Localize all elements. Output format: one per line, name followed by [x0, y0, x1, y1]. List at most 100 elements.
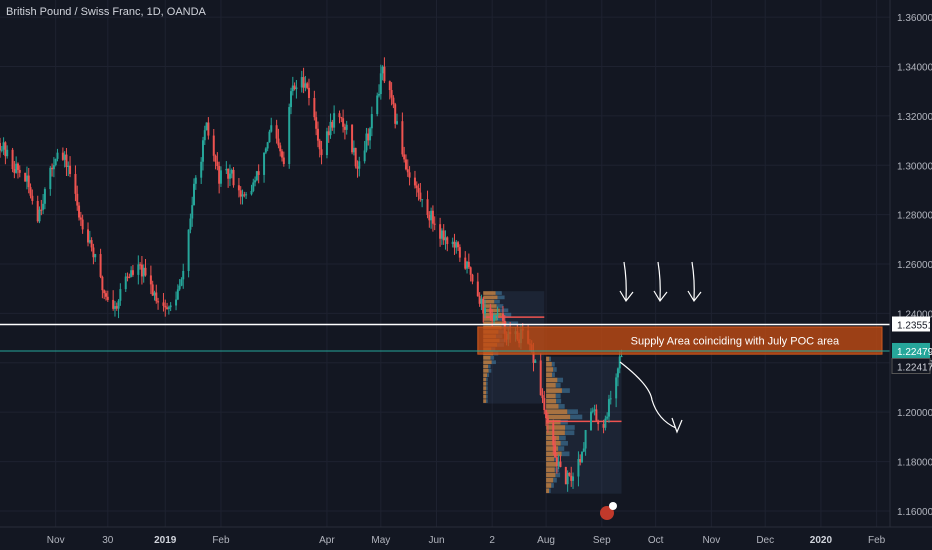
candle — [378, 94, 381, 96]
candle — [369, 128, 372, 141]
x-tick-label: 2019 — [154, 535, 177, 546]
candle — [478, 296, 481, 304]
candle — [164, 305, 167, 308]
x-tick-label: Jun — [428, 535, 444, 546]
volume-bar — [546, 477, 554, 483]
candle — [180, 279, 183, 286]
candle — [255, 171, 258, 181]
candle — [597, 420, 600, 425]
candle — [175, 299, 178, 306]
candle — [4, 142, 7, 157]
volume-bar — [555, 472, 561, 478]
volume-bar — [486, 377, 488, 382]
volume-bar — [561, 388, 570, 393]
volume-bar — [567, 409, 578, 415]
volume-bar — [483, 308, 500, 313]
candle — [620, 356, 623, 358]
candle — [15, 163, 18, 173]
y-tick-label: 1.24000 — [897, 309, 932, 320]
candle — [237, 185, 240, 191]
candle — [268, 131, 271, 143]
price-label-bg — [892, 342, 930, 358]
candle — [354, 147, 357, 167]
y-tick-label: 1.34000 — [897, 62, 932, 73]
candle — [295, 87, 298, 90]
candle — [340, 117, 343, 119]
candle — [315, 117, 318, 129]
candle — [277, 138, 280, 146]
candle — [56, 152, 59, 159]
candle — [169, 305, 172, 308]
candle — [564, 467, 567, 485]
candle — [54, 158, 57, 166]
volume-bar — [546, 446, 559, 451]
candle — [69, 165, 72, 174]
candle — [266, 142, 269, 149]
candle — [607, 399, 610, 417]
candle — [313, 97, 316, 118]
volume-bar — [483, 364, 489, 369]
volume-bar — [555, 382, 561, 388]
candle — [239, 190, 242, 197]
time-axis-bg — [0, 527, 932, 550]
volume-bar — [546, 472, 556, 478]
candle — [166, 307, 169, 309]
candle — [383, 66, 386, 82]
candle — [94, 254, 97, 258]
volume-bar — [555, 393, 561, 399]
candle — [88, 240, 91, 243]
volume-bar — [488, 368, 492, 373]
candle — [214, 155, 217, 162]
candle — [555, 457, 558, 466]
volume-bar — [546, 425, 566, 430]
candle — [329, 121, 332, 136]
volume-bar — [546, 462, 557, 467]
volume-bar — [506, 321, 519, 326]
price-label: 1.22479 — [897, 347, 932, 358]
candle — [264, 148, 267, 153]
candle — [245, 194, 248, 196]
volume-bar — [546, 356, 550, 362]
candle — [616, 368, 619, 378]
candle — [142, 267, 145, 277]
x-tick-label: 2020 — [810, 535, 833, 546]
volume-bar — [557, 377, 564, 383]
price-label-bg — [892, 316, 930, 332]
candle — [187, 229, 190, 271]
candle — [343, 126, 346, 130]
candle — [243, 194, 246, 196]
candle — [162, 302, 165, 306]
candle — [358, 161, 361, 169]
candle — [124, 276, 127, 290]
candle — [577, 459, 580, 477]
volume-bar — [549, 356, 551, 362]
candle — [482, 298, 485, 314]
candle — [27, 175, 30, 188]
candle — [126, 276, 129, 278]
volume-bar — [486, 381, 488, 386]
candle — [43, 189, 46, 204]
event-badge-icon — [609, 502, 617, 510]
candle — [139, 264, 142, 266]
candle — [381, 66, 384, 74]
price-axis-bg — [890, 0, 932, 550]
candle — [342, 118, 345, 127]
candle — [413, 177, 416, 186]
candle — [307, 87, 310, 98]
volume-bar — [556, 398, 562, 404]
down-arrow-icon — [653, 261, 668, 303]
event-flag-icon — [600, 506, 614, 520]
volume-bar — [491, 360, 496, 365]
candle — [390, 90, 393, 98]
y-tick-label: 1.26000 — [897, 260, 932, 271]
overlays: Supply Area coinciding with July POC are… — [0, 323, 890, 355]
volume-bar — [570, 414, 583, 420]
candle — [290, 91, 293, 108]
candle — [352, 147, 355, 153]
candle — [404, 159, 407, 170]
candle — [426, 199, 429, 215]
candle — [494, 314, 497, 316]
